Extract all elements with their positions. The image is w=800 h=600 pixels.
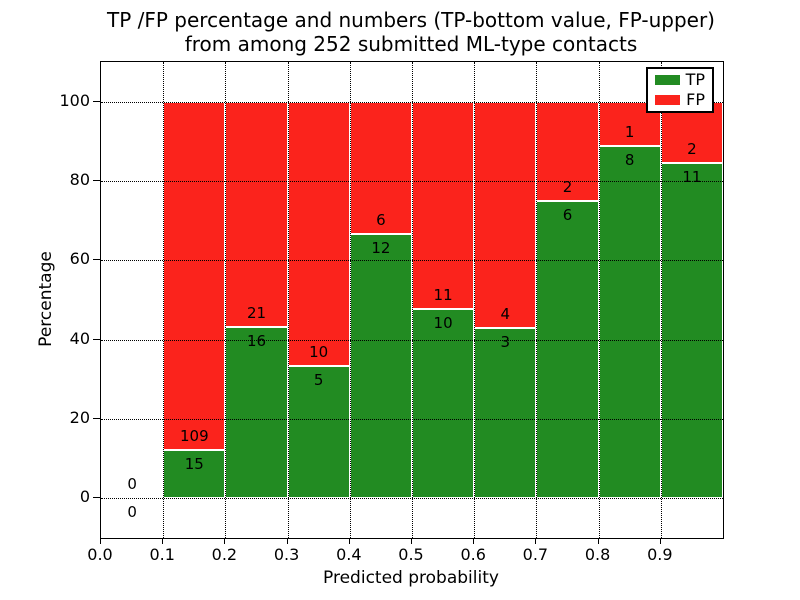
vertical-gridline: [287, 62, 289, 538]
fp-count-label: 0: [127, 475, 137, 494]
x-tick-label: 0.1: [149, 545, 175, 564]
x-tick-label: 0.5: [398, 545, 424, 564]
y-axis-label: Percentage: [36, 251, 56, 347]
fp-bar-segment: [225, 101, 288, 327]
x-axis-tick: [100, 539, 101, 544]
x-tick-label: 0.8: [584, 545, 611, 564]
x-axis-tick: [286, 539, 288, 544]
plot-area: 0 0 109 15 21 16 10 5 6 12 11 10 4 3 2 6 1 8 2 11: [100, 61, 724, 539]
fp-bar-segment: [287, 101, 350, 367]
y-axis-tick: [93, 497, 100, 499]
chart-title-line2: from among 252 submitted ML-type contact…: [184, 32, 638, 56]
tp-bar-segment: [474, 328, 537, 499]
fp-bar-segment: [163, 101, 226, 451]
fp-bar-segment: [412, 101, 475, 310]
vertical-gridline: [536, 62, 538, 538]
y-tick-label: 100: [59, 90, 90, 110]
fp-legend-label: FP: [686, 90, 705, 109]
tp-bar-segment: [225, 326, 288, 499]
tp-bar-segment: [412, 309, 475, 499]
y-tick-label: 0: [79, 487, 90, 507]
chart-title: TP /FP percentage and numbers (TP-bottom…: [100, 8, 722, 56]
tp-legend-swatch-icon: [655, 75, 680, 85]
tp-count-label: 12: [371, 238, 391, 257]
tp-bar-segment: [660, 162, 723, 499]
chart-title-line1: TP /FP percentage and numbers (TP-bottom…: [107, 8, 715, 32]
tp-count-label: 6: [562, 205, 573, 224]
x-tick-label: 0.3: [273, 545, 300, 564]
fp-count-label: 11: [433, 286, 453, 305]
fp-count-label: 2: [562, 177, 573, 196]
vertical-gridline: [349, 62, 351, 538]
legend-entry-fp: FP: [655, 91, 705, 109]
y-axis-tick: [93, 418, 100, 419]
tp-count-label: 16: [246, 331, 267, 350]
tp-count-label: 10: [433, 314, 453, 333]
fp-count-label: 109: [179, 427, 209, 446]
x-tick-label: 0.7: [522, 545, 549, 564]
y-tick-label: 20: [69, 408, 90, 427]
fp-bar-segment: [536, 101, 599, 201]
y-axis-tick: [93, 259, 100, 261]
y-tick-label: 40: [69, 328, 90, 348]
tp-bar-segment: [163, 450, 226, 499]
fp-count-label: 2: [687, 139, 697, 158]
tp-legend-label: TP: [685, 70, 705, 89]
x-tick-label: 0.6: [460, 545, 486, 564]
tp-count-label: 3: [500, 333, 511, 352]
tp-count-label: 5: [313, 371, 324, 390]
vertical-gridline: [412, 62, 413, 538]
x-tick-label: 0.4: [336, 545, 362, 564]
tp-count-label: 0: [127, 503, 137, 522]
x-axis-tick: [597, 539, 599, 544]
y-axis-tick: [93, 100, 100, 102]
x-axis-tick: [473, 539, 475, 544]
vertical-gridline: [474, 62, 476, 538]
y-axis-tick: [93, 180, 100, 181]
tp-bar-segment: [536, 200, 599, 499]
y-tick-label: 60: [69, 249, 90, 269]
fp-count-label: 1: [624, 122, 635, 141]
fp-count-label: 10: [309, 343, 329, 362]
y-axis-tick: [93, 338, 100, 340]
x-axis-tick: [224, 539, 226, 544]
x-axis-tick: [162, 539, 164, 544]
tp-count-label: 8: [624, 150, 635, 169]
tp-bar-segment: [598, 145, 661, 499]
tp-count-label: 15: [184, 455, 204, 474]
vertical-gridline: [660, 62, 662, 538]
fp-legend-swatch-icon: [655, 95, 680, 105]
fp-count-label: 21: [246, 303, 267, 322]
x-axis-tick: [659, 539, 661, 544]
x-axis-label: Predicted probability: [323, 568, 499, 588]
vertical-gridline: [225, 62, 227, 538]
x-axis-tick: [348, 539, 350, 544]
vertical-gridline: [598, 62, 600, 538]
fp-count-label: 4: [500, 305, 511, 324]
x-tick-label: 0.2: [211, 545, 238, 564]
fp-bar-segment: [474, 101, 537, 329]
x-tick-label: 0.0: [87, 545, 113, 564]
x-axis-tick: [411, 539, 412, 544]
legend-entry-tp: TP: [655, 71, 705, 89]
x-axis-tick: [535, 539, 537, 544]
tp-bar-segment: [349, 233, 412, 499]
tp-bar-segment: [287, 366, 350, 499]
tp-count-label: 11: [682, 167, 702, 186]
legend: TP FP: [646, 67, 714, 113]
x-tick-label: 0.9: [647, 545, 673, 564]
y-tick-label: 80: [69, 170, 90, 189]
vertical-gridline: [163, 62, 165, 538]
fp-count-label: 6: [376, 210, 386, 229]
